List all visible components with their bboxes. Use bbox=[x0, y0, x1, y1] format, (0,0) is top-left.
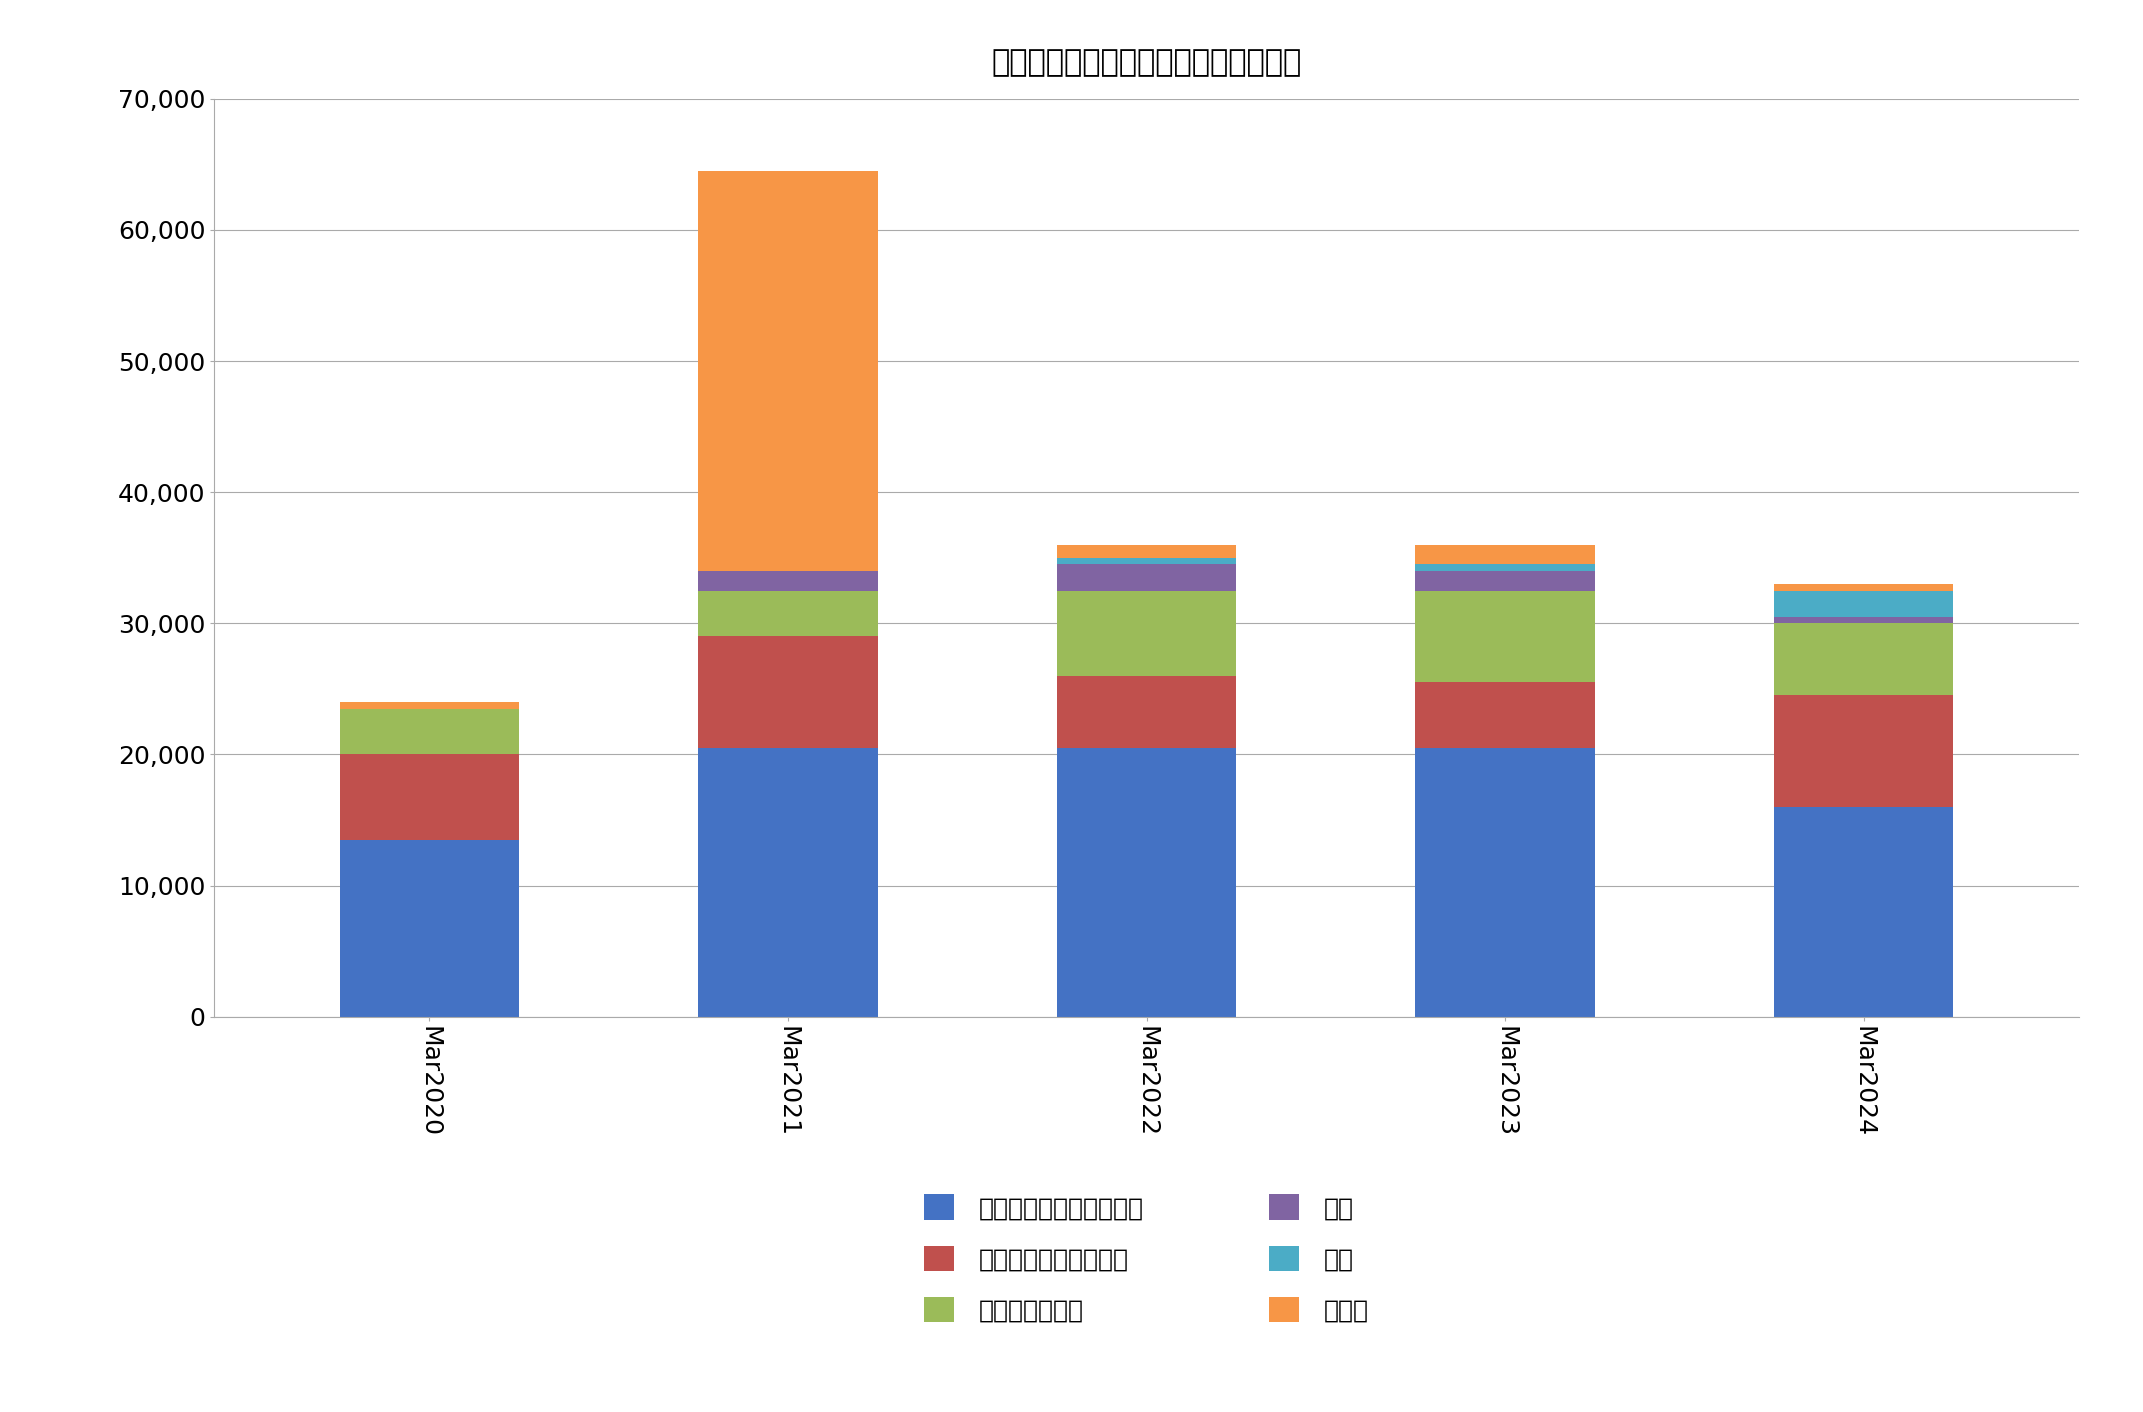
Bar bbox=[341, 754, 519, 840]
Bar bbox=[699, 748, 879, 1017]
Bar bbox=[1414, 545, 1594, 565]
Bar bbox=[1414, 570, 1594, 590]
Bar bbox=[341, 702, 519, 709]
Legend: デジタル家電専門店運営, キャリアショップ運営, インターネット, 海外, 金融, その他: デジタル家電専門店運営, キャリアショップ運営, インターネット, 海外, 金融… bbox=[924, 1195, 1369, 1323]
Bar bbox=[1774, 623, 1952, 695]
Bar bbox=[1056, 545, 1237, 558]
Bar bbox=[1414, 682, 1594, 748]
Bar bbox=[1056, 748, 1237, 1017]
Bar bbox=[1774, 806, 1952, 1017]
Bar bbox=[1774, 585, 1952, 590]
Bar bbox=[699, 590, 879, 637]
Bar bbox=[341, 840, 519, 1017]
Bar bbox=[1774, 590, 1952, 617]
Bar bbox=[1056, 565, 1237, 590]
Bar bbox=[699, 637, 879, 748]
Title: ノジマ経常利益構成（単位：百万円）: ノジマ経常利益構成（単位：百万円） bbox=[992, 48, 1301, 78]
Bar bbox=[1056, 558, 1237, 565]
Bar bbox=[699, 570, 879, 590]
Bar bbox=[1414, 748, 1594, 1017]
Bar bbox=[699, 171, 879, 570]
Bar bbox=[1414, 565, 1594, 570]
Bar bbox=[1056, 676, 1237, 748]
Bar bbox=[1056, 590, 1237, 676]
Bar bbox=[1414, 590, 1594, 682]
Bar bbox=[341, 709, 519, 754]
Bar bbox=[1774, 617, 1952, 623]
Bar bbox=[1774, 696, 1952, 806]
